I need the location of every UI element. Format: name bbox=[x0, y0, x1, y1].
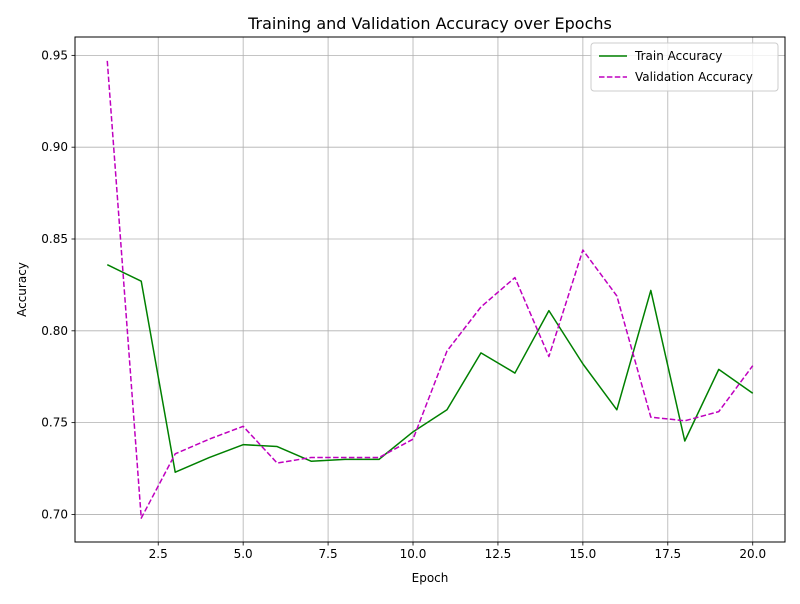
chart-title: Training and Validation Accuracy over Ep… bbox=[247, 14, 612, 33]
plot-frame bbox=[74, 36, 786, 543]
x-tick-label: 2.5 bbox=[149, 547, 168, 561]
series-lines bbox=[106, 60, 754, 519]
x-tick-label: 10.0 bbox=[400, 547, 427, 561]
x-tick-label: 7.5 bbox=[319, 547, 338, 561]
x-tick-label: 5.0 bbox=[234, 547, 253, 561]
y-axis-label: Accuracy bbox=[15, 262, 29, 317]
y-tick-label: 0.85 bbox=[41, 232, 68, 246]
legend-label: Train Accuracy bbox=[634, 49, 722, 63]
legend-box bbox=[590, 42, 779, 92]
y-tick-label: 0.90 bbox=[41, 140, 68, 154]
x-tick-label: 15.0 bbox=[570, 547, 597, 561]
grid bbox=[75, 37, 785, 542]
legend: Train Accuracy Validation Accuracy bbox=[590, 42, 779, 92]
x-tick-label: 12.5 bbox=[485, 547, 512, 561]
x-tick-label: 17.5 bbox=[654, 547, 681, 561]
y-tick-label: 0.75 bbox=[41, 416, 68, 430]
x-axis-label: Epoch bbox=[412, 571, 449, 585]
y-tick-label: 0.70 bbox=[41, 507, 68, 521]
legend-label: Validation Accuracy bbox=[635, 70, 753, 84]
axis-ticks: 2.5 5.0 7.5 10.0 12.5 15.0 17.5 20.0 0.70 0.75 0.8… bbox=[41, 48, 766, 561]
series-line-validation-accuracy bbox=[106, 60, 754, 519]
series-line-train-accuracy bbox=[106, 264, 754, 473]
x-tick-label: 20.0 bbox=[739, 547, 766, 561]
y-tick-label: 0.95 bbox=[41, 48, 68, 62]
y-tick-label: 0.80 bbox=[41, 324, 68, 338]
